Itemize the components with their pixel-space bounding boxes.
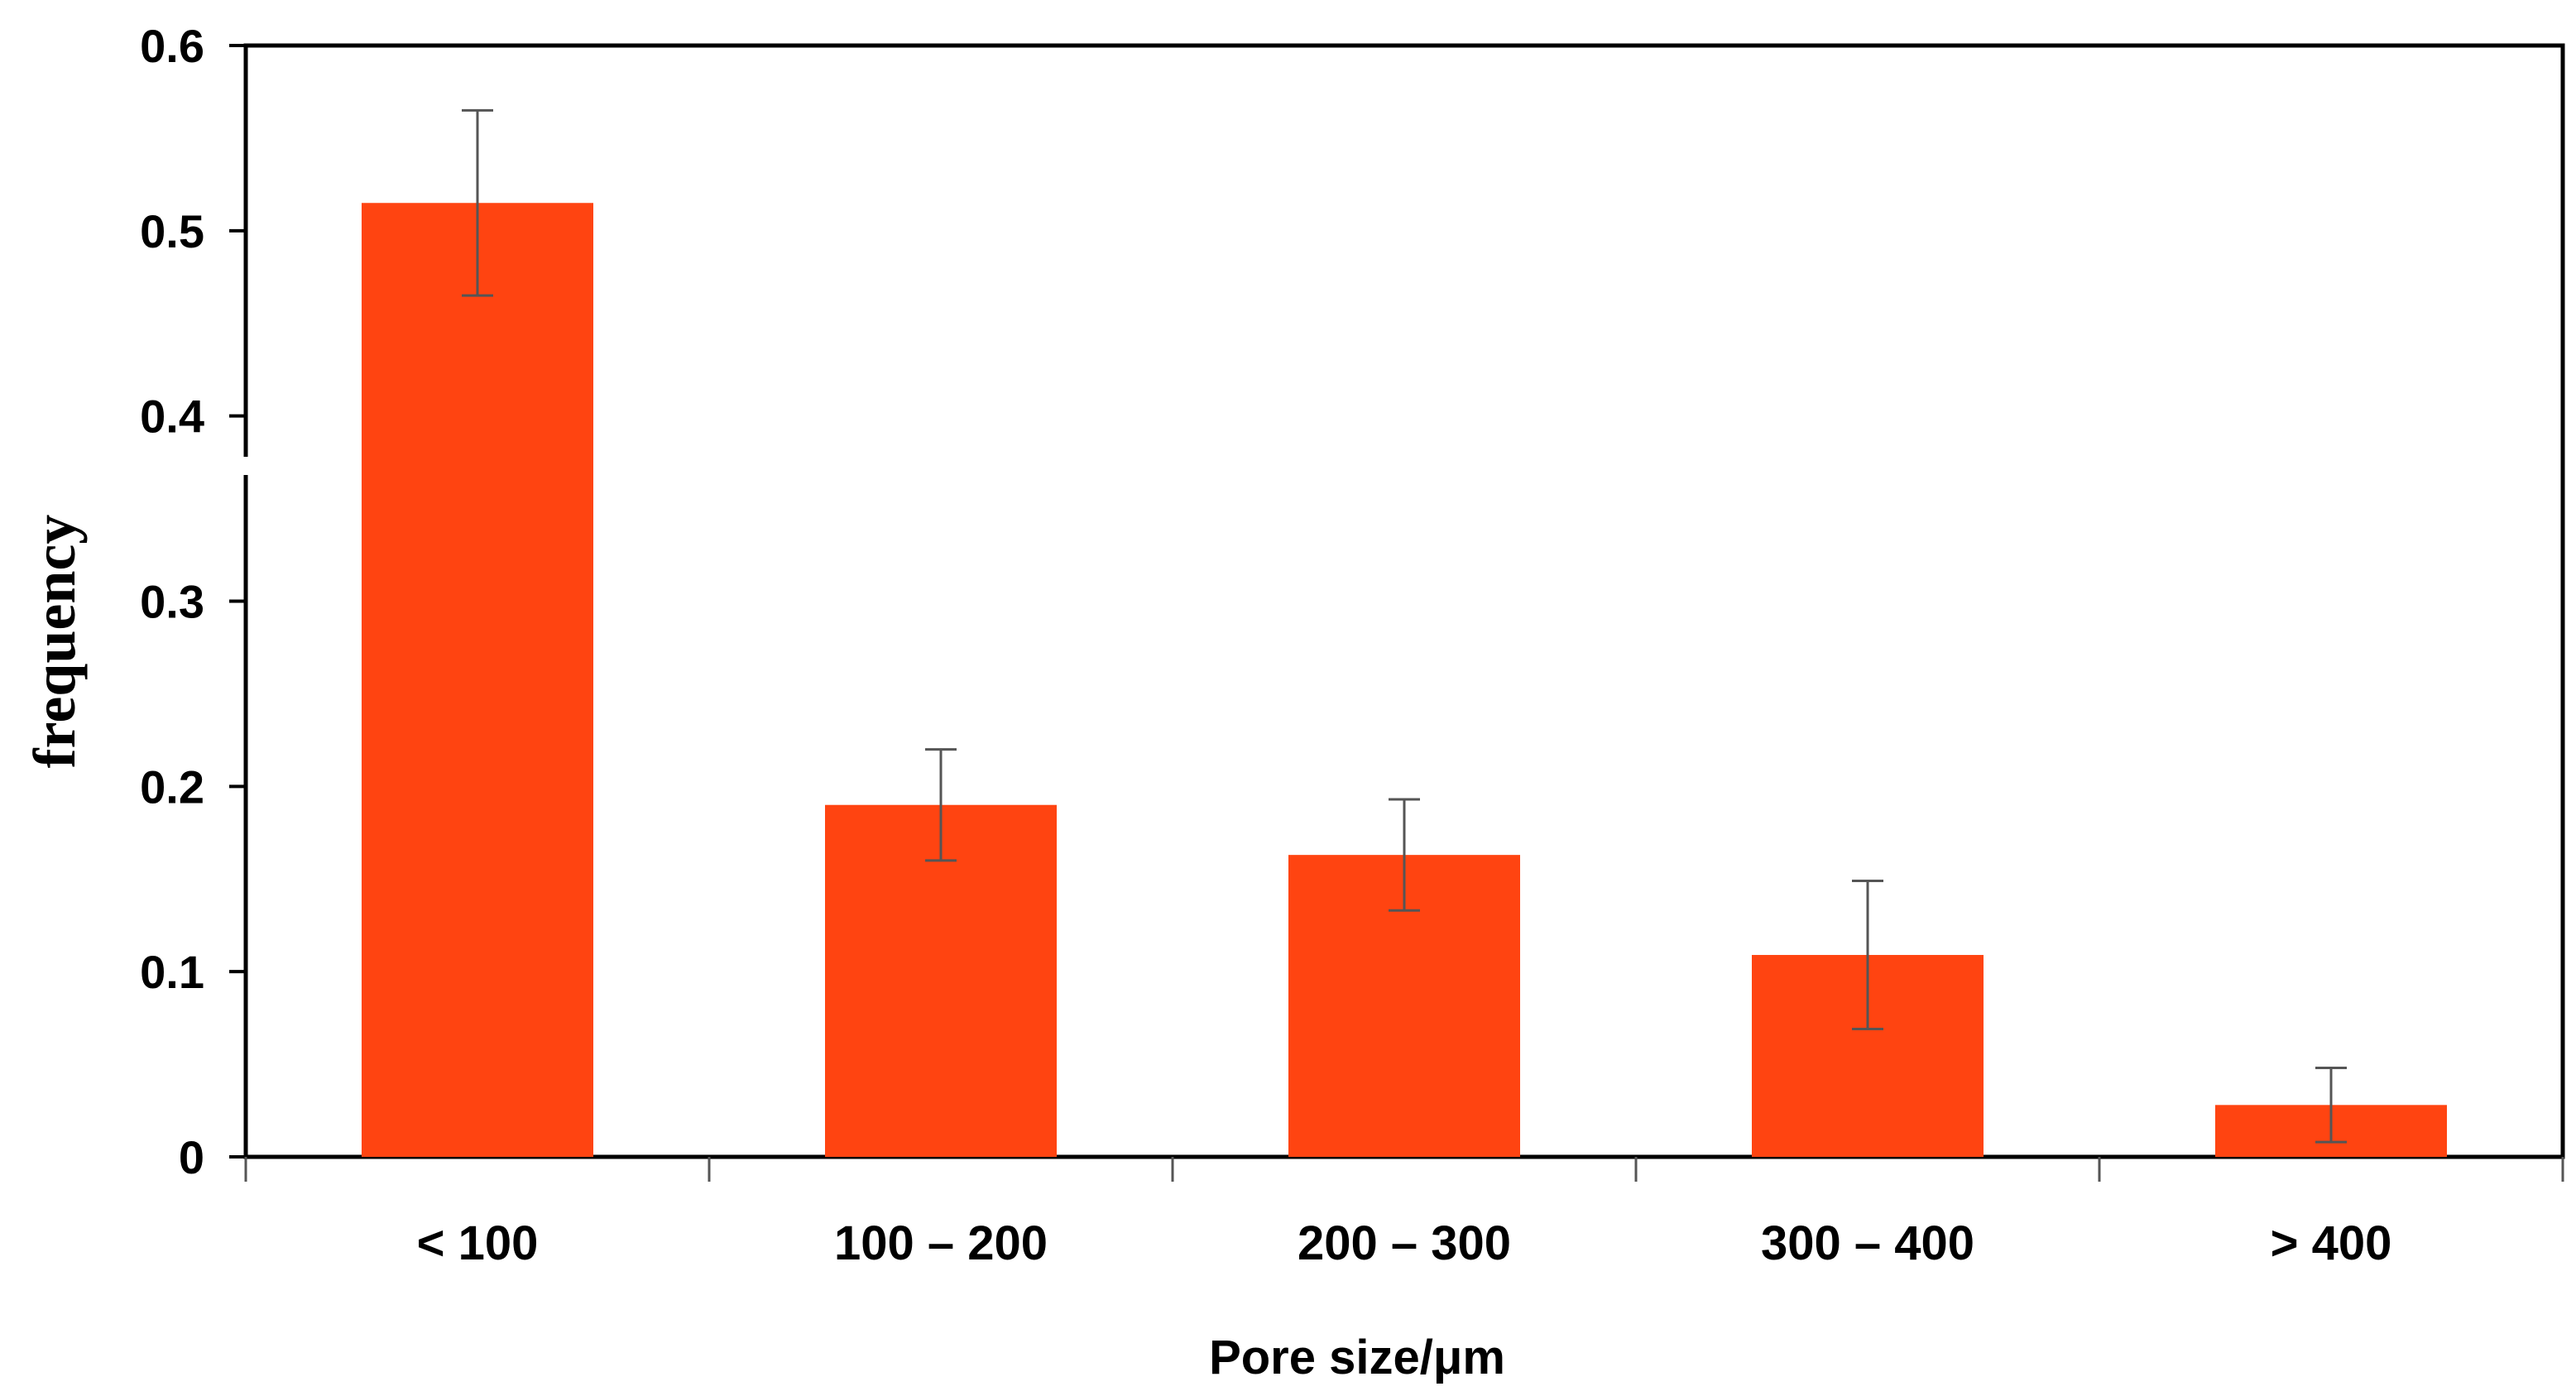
y-tick-label: 0.6 [140,20,204,72]
y-axis-break [240,457,252,475]
x-axis-label: Pore size/μm [1209,1331,1505,1384]
x-tick-label: 300 – 400 [1761,1216,1974,1270]
y-axis-label: frequency [22,515,88,769]
error-bars-layer [462,108,2347,1144]
y-tick-label: 0.3 [140,576,204,628]
y-tick-label: 0.4 [140,391,204,443]
bar [362,203,593,1158]
y-axis-ticks: 0 0.1 0.2 0.3 0.4 0.5 0.6 [140,20,246,1183]
y-tick-label: 0.1 [140,946,204,998]
bars-layer [362,203,2447,1158]
x-tick-label: > 400 [2271,1216,2392,1270]
x-tick-label: < 100 [417,1216,539,1270]
y-tick-label: 0.5 [140,205,204,257]
x-axis-ticks: < 100 100 – 200 200 – 300 300 – 400 > 400 [244,1157,2564,1270]
x-tick-label: 200 – 300 [1298,1216,1511,1270]
y-tick-label: 0.2 [140,760,204,813]
y-tick-label: 0 [179,1131,204,1183]
bar [825,804,1057,1157]
x-tick-label: 100 – 200 [834,1216,1048,1270]
